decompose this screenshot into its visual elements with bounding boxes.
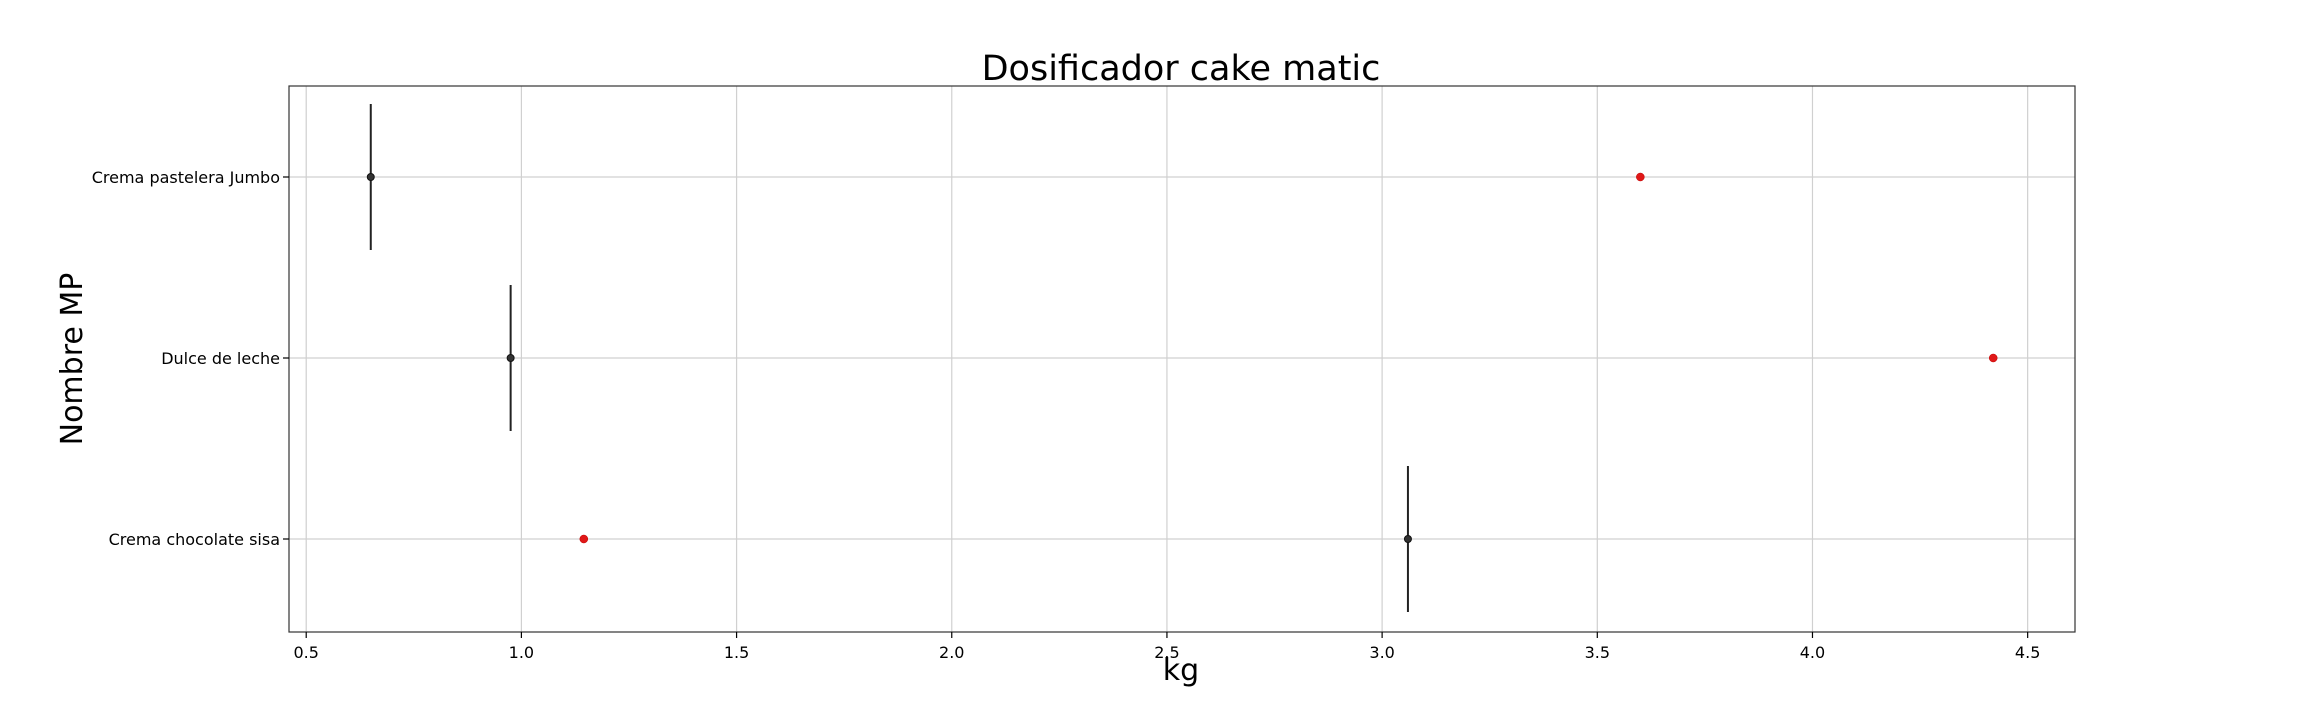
red-point <box>579 534 589 544</box>
x-tick-label: 2.5 <box>1154 643 1179 662</box>
x-axis-label: kg <box>1163 653 1199 688</box>
x-tick-label: 3.0 <box>1369 643 1394 662</box>
red-point <box>1636 172 1645 182</box>
x-tick-label: 0.5 <box>293 643 318 662</box>
black-point <box>506 354 515 362</box>
y-axis-label: Nombre MP <box>55 273 90 446</box>
black-point <box>1403 535 1412 543</box>
plot-frame <box>288 85 2076 633</box>
marks-layer <box>366 104 1998 612</box>
x-ticks: 0.5 1.0 1.5 2.0 2.5 3.0 3.5 4.0 4.5 <box>293 632 2040 662</box>
y-tick-label: Crema pastelera Jumbo <box>92 168 280 187</box>
x-tick-label: 1.5 <box>724 643 749 662</box>
x-tick-label: 4.5 <box>2015 643 2040 662</box>
y-tick-label: Crema chocolate sisa <box>109 530 280 549</box>
y-tick-label: Dulce de leche <box>161 349 280 368</box>
grid-layer <box>289 86 2075 632</box>
x-tick-label: 4.0 <box>1800 643 1825 662</box>
black-point <box>366 173 375 181</box>
x-tick-label: 2.0 <box>939 643 964 662</box>
chart-title: Dosificador cake matic <box>982 49 1381 89</box>
x-tick-label: 3.5 <box>1585 643 1610 662</box>
x-tick-label: 1.0 <box>509 643 534 662</box>
red-point <box>1988 353 1998 363</box>
y-ticks: Crema pastelera Jumbo Dulce de leche Crema… <box>92 168 289 549</box>
